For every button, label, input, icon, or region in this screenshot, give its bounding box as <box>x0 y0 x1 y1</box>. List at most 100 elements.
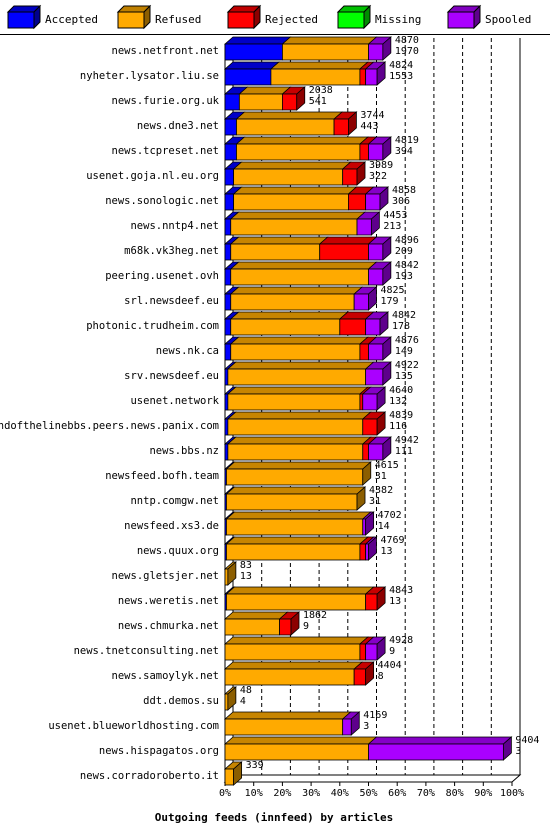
grid <box>223 37 522 783</box>
bar-segment-spooled <box>365 543 369 561</box>
row-label: news.nk.ca <box>156 345 219 357</box>
bar-top-refused <box>232 186 358 195</box>
bar-segment-refused <box>226 468 364 486</box>
bar-accepted-label: 13 <box>389 596 401 607</box>
bar-segment-spooled <box>368 268 384 286</box>
bar-offered-label: 4615 <box>375 460 399 471</box>
row-label: news.netfront.net <box>112 45 219 57</box>
bar-accepted-label: 13 <box>381 546 393 557</box>
bar-accepted-label: 1553 <box>389 71 413 82</box>
row-label: news.samoylyk.net <box>112 670 219 682</box>
bar-segment-accepted <box>224 343 232 361</box>
row-label: news.bbs.nz <box>149 445 219 457</box>
bar-side <box>350 711 360 736</box>
bar-segment-spooled <box>365 368 384 386</box>
plot-floor <box>223 774 522 783</box>
bar-side <box>368 286 377 311</box>
bar-segment-rejected <box>362 443 369 461</box>
bar-accepted-label: 13 <box>240 571 252 582</box>
bar-side <box>382 336 392 361</box>
bar-segment-accepted <box>224 243 232 261</box>
bar-segment-accepted <box>224 43 283 61</box>
bar-segment-refused <box>224 743 369 761</box>
row-label: news.nntp4.net <box>130 220 219 232</box>
bar-offered-label: 1862 <box>303 610 327 621</box>
bar-segment-refused <box>227 393 361 411</box>
bar-segment-rejected <box>279 618 292 636</box>
row-label: srl.newsdeef.eu <box>124 295 219 307</box>
bar-segment-refused <box>224 668 355 686</box>
bars: 4870197048241553203854137444434819394398… <box>223 35 539 786</box>
bar-segment-accepted <box>224 293 232 311</box>
bar-segment-accepted <box>224 143 237 161</box>
bar-top-refused <box>226 411 372 420</box>
bar-accepted-label: 9 <box>303 621 309 632</box>
bar-offered-label: 4702 <box>378 510 402 521</box>
bar-segment-rejected <box>359 343 369 361</box>
bar-top-refused <box>225 536 369 545</box>
bar-top-refused <box>229 261 378 270</box>
bar-side <box>290 611 300 636</box>
bar-top-refused <box>225 511 372 520</box>
bar-side <box>502 736 512 761</box>
bar-top-refused <box>225 461 372 470</box>
bar-offered-label: 4922 <box>395 360 419 371</box>
bar-segment-spooled <box>365 68 378 86</box>
bar-top-rejected <box>318 236 378 245</box>
x-tick-label: 0% <box>219 788 231 799</box>
x-tick-label: 70% <box>417 788 435 799</box>
bar-accepted-label: 8 <box>378 671 384 682</box>
row-label: news.chmurka.net <box>118 620 219 632</box>
bar-top-refused <box>232 161 352 170</box>
row-label: peering.usenet.ovh <box>105 270 219 282</box>
bar-offered-label: 4842 <box>395 260 419 271</box>
bar-segment-refused <box>230 318 341 336</box>
bar-segment-refused <box>224 568 229 586</box>
bar-segment-refused <box>230 293 355 311</box>
bar-top-refused <box>229 286 364 295</box>
bar-side <box>233 761 243 786</box>
bar-top-accepted <box>223 36 292 45</box>
bar-segment-refused <box>226 493 358 511</box>
row-label: news.tcpreset.net <box>112 145 219 157</box>
bar-top-refused <box>229 211 367 220</box>
bar-offered-label: 4876 <box>395 335 419 346</box>
bar-offered-label: 4404 <box>378 660 402 671</box>
bar-top-refused <box>229 336 369 345</box>
bar-segment-spooled <box>368 143 384 161</box>
bar-side <box>376 61 386 86</box>
bar-accepted-label: 541 <box>309 96 327 107</box>
bar-accepted-label: 394 <box>395 146 413 157</box>
bar-top-refused <box>225 486 367 495</box>
bar-segment-rejected <box>348 193 367 211</box>
row-label: news.hispagatos.org <box>99 745 219 757</box>
row-label: news.furie.org.uk <box>112 95 220 107</box>
bar-segment-accepted <box>224 218 232 236</box>
legend-label-accepted: Accepted <box>45 13 98 26</box>
bar-side <box>348 111 357 136</box>
x-tick-label: 90% <box>474 788 492 799</box>
bar-offered-label: 83 <box>240 560 252 571</box>
bar-segment-spooled <box>368 743 504 761</box>
bar-segment-rejected <box>365 593 378 611</box>
bar-accepted-label: 3 <box>515 746 521 757</box>
bar-segment-rejected <box>319 243 369 261</box>
bar-offered-label: 4858 <box>392 185 416 196</box>
bar-side <box>382 361 392 386</box>
bar-segment-refused <box>230 218 358 236</box>
bar-offered-label: 4928 <box>389 635 413 646</box>
bar-segment-spooled <box>365 193 381 211</box>
bar-segment-rejected <box>342 168 358 186</box>
bar-accepted-label: 443 <box>360 121 378 132</box>
x-tick-label: 30% <box>302 788 320 799</box>
bar-segment-accepted <box>224 168 235 186</box>
row-label: usenet.blueworldhosting.com <box>48 720 219 732</box>
bar-top-refused <box>238 86 292 95</box>
bar-offered-label: 4896 <box>395 235 419 246</box>
row-label: usenet.goja.nl.eu.org <box>86 170 219 182</box>
bar-side <box>382 36 392 61</box>
bar-segment-refused <box>226 543 361 561</box>
bar-segment-refused <box>224 768 235 786</box>
legend-swatch-rejected <box>227 11 255 29</box>
bar-top-refused <box>229 311 349 320</box>
